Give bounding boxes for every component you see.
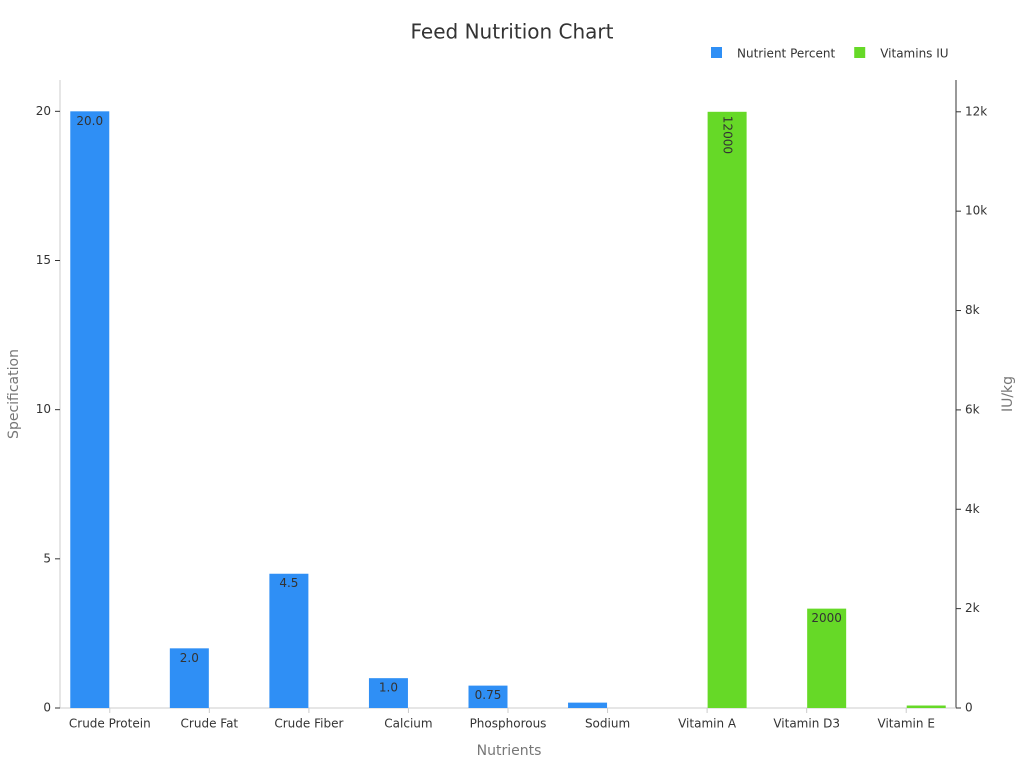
y-tick-label: 10 (36, 402, 51, 416)
legend-swatch (854, 47, 866, 58)
value-label: 0.75 (475, 688, 502, 702)
x-tick-label: Phosphorous (470, 717, 547, 731)
x-axis-title: Nutrients (477, 743, 542, 759)
y-tick-label: 20 (36, 104, 51, 118)
y2-tick-label: 2k (965, 601, 980, 615)
bar (568, 702, 608, 708)
chart-title: Feed Nutrition Chart (411, 20, 614, 44)
bar (468, 685, 508, 708)
legend-label: Nutrient Percent (737, 47, 836, 61)
bar (807, 608, 847, 708)
bar (368, 678, 408, 708)
y-tick-label: 5 (43, 551, 51, 565)
y2-tick-label: 6k (965, 402, 980, 416)
x-tick-label: Calcium (384, 717, 432, 731)
value-label: 20.0 (76, 114, 103, 128)
x-tick-label: Crude Fat (181, 717, 239, 731)
x-tick-label: Crude Fiber (274, 717, 343, 731)
legend-swatch (711, 47, 722, 58)
bar (269, 573, 309, 708)
x-tick-label: Crude Protein (69, 717, 151, 731)
bar (707, 111, 747, 708)
y-axis-title: Specification (6, 349, 22, 439)
bar (169, 648, 209, 708)
value-label: 12000 (721, 116, 735, 154)
value-label: 2000 (811, 611, 842, 625)
y-tick-label: 15 (36, 253, 51, 267)
y2-tick-label: 8k (965, 303, 980, 317)
y2-tick-label: 12k (965, 104, 987, 118)
y2-tick-label: 0 (965, 701, 973, 715)
x-tick-label: Vitamin A (678, 717, 737, 731)
value-label: 1.0 (379, 681, 398, 695)
y-tick-label: 0 (43, 701, 51, 715)
legend-label: Vitamins IU (880, 47, 948, 61)
y2-tick-label: 4k (965, 502, 980, 516)
x-tick-label: Sodium (585, 717, 630, 731)
y2-tick-label: 10k (965, 204, 987, 218)
y2-axis-title: IU/kg (1000, 376, 1016, 412)
x-tick-label: Vitamin E (878, 717, 935, 731)
value-label: 4.5 (279, 576, 298, 590)
bar (906, 705, 946, 708)
x-tick-label: Vitamin D3 (773, 717, 840, 731)
value-label: 2.0 (180, 651, 199, 665)
bar (70, 111, 110, 708)
